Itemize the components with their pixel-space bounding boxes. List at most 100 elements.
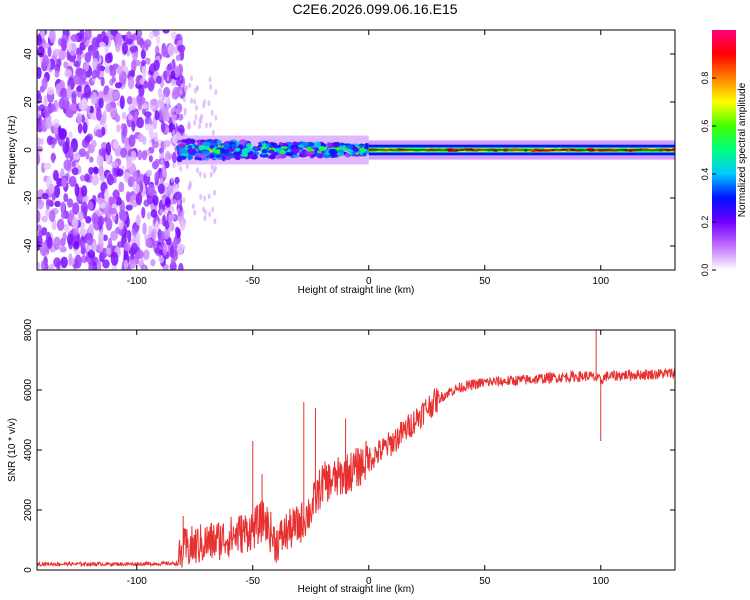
noise-blob — [73, 74, 81, 85]
noise-blob — [96, 197, 105, 205]
broad-band-blob — [340, 145, 348, 150]
noise-blob — [80, 254, 88, 264]
noise-blob — [98, 97, 104, 109]
broad-band-blob — [236, 154, 241, 161]
broad-band-blob — [194, 156, 199, 161]
noise-blob — [48, 103, 56, 113]
noise-blob — [46, 199, 54, 206]
noise-blob — [37, 151, 40, 165]
noise-blob — [183, 107, 187, 114]
noise-blob — [68, 146, 74, 161]
noise-blob — [71, 167, 79, 176]
noise-blob — [164, 160, 170, 169]
noise-blob — [88, 167, 94, 175]
noise-blob — [41, 215, 48, 223]
noise-blob — [199, 194, 203, 201]
noise-blob — [129, 46, 138, 53]
noise-blob — [106, 216, 111, 228]
noise-blob — [157, 87, 163, 99]
noise-blob — [79, 228, 88, 237]
noise-blob — [58, 48, 66, 61]
noise-blob — [80, 69, 88, 82]
broad-band-blob — [261, 149, 268, 154]
x-tick-label: 0 — [366, 276, 372, 287]
x-tick-label: 0 — [366, 576, 372, 587]
noise-blob — [100, 247, 108, 259]
noise-blob — [68, 175, 77, 188]
noise-blob — [84, 173, 90, 182]
noise-blob — [37, 66, 42, 79]
snr-y-ticks: 0 2000 4000 6000 8000 — [23, 318, 675, 573]
noise-blob — [89, 105, 94, 114]
noise-blob — [51, 219, 57, 231]
broad-band-blob — [306, 151, 315, 156]
noise-blob — [104, 53, 112, 64]
noise-blob — [144, 123, 153, 131]
broad-band-blob — [198, 144, 205, 151]
snr-plot-area — [37, 330, 675, 568]
noise-blob — [148, 155, 153, 163]
noise-blob — [127, 76, 135, 90]
noise-blob — [102, 234, 108, 242]
noise-blob — [97, 215, 105, 227]
noise-blob — [42, 42, 50, 49]
noise-blob — [110, 230, 118, 241]
noise-blob — [109, 207, 117, 215]
noise-blob — [76, 112, 83, 124]
broad-band-blob — [177, 155, 187, 160]
noise-blob — [179, 89, 183, 96]
snr-line — [37, 367, 675, 568]
noise-blob — [99, 41, 106, 48]
noise-blob — [166, 103, 170, 110]
noise-blob — [87, 200, 94, 211]
noise-blob — [120, 147, 127, 159]
snr-panel: -100 -50 0 50 100 0 2000 4000 6000 8000 Height o… — [7, 318, 676, 595]
noise-blob — [41, 193, 49, 200]
broad-band-blob — [318, 146, 327, 151]
colorbar-tick-label: 0.8 — [700, 72, 710, 85]
noise-blob — [141, 265, 147, 270]
noise-blob — [106, 173, 115, 186]
noise-blob — [125, 204, 133, 211]
colorbar-label: Normalized spectral amplitude — [737, 82, 748, 217]
noise-blob — [131, 32, 139, 41]
noise-blob — [79, 174, 86, 182]
y-tick-label: 0 — [23, 147, 34, 153]
noise-blob — [85, 150, 90, 160]
noise-blob — [123, 241, 131, 252]
x-tick-label: -50 — [246, 276, 261, 287]
noise-blob — [108, 196, 114, 205]
noise-blob — [147, 183, 156, 196]
noise-blob — [71, 160, 76, 168]
noise-blob — [56, 58, 62, 68]
noise-blob — [159, 152, 163, 159]
noise-blob — [163, 209, 167, 216]
broad-band-blob — [280, 150, 287, 155]
y-tick-label: 8000 — [23, 318, 34, 341]
noise-blob — [65, 108, 74, 118]
noise-blob — [70, 34, 79, 43]
noise-blob — [125, 38, 134, 45]
noise-blob — [161, 100, 165, 107]
broad-band-blob — [216, 139, 222, 145]
noise-blob — [162, 70, 168, 81]
broad-band-blob — [291, 154, 300, 158]
noise-blob — [188, 82, 192, 89]
noise-blob — [99, 174, 105, 182]
noise-blob — [112, 190, 120, 199]
noise-blob — [106, 247, 111, 256]
broad-band-blob — [209, 144, 215, 150]
noise-blob — [55, 83, 61, 95]
noise-blob — [37, 261, 41, 270]
noise-blob — [78, 148, 87, 158]
broad-band-blob — [187, 145, 193, 150]
noise-blob — [84, 51, 92, 63]
broad-band-blob — [221, 155, 226, 162]
noise-blob — [96, 154, 104, 167]
noise-blob — [43, 162, 52, 170]
y-tick-label: 4000 — [23, 438, 34, 461]
noise-blob — [164, 228, 170, 240]
noise-blob — [114, 114, 121, 123]
noise-blob — [159, 218, 163, 225]
noise-blob — [118, 70, 127, 85]
